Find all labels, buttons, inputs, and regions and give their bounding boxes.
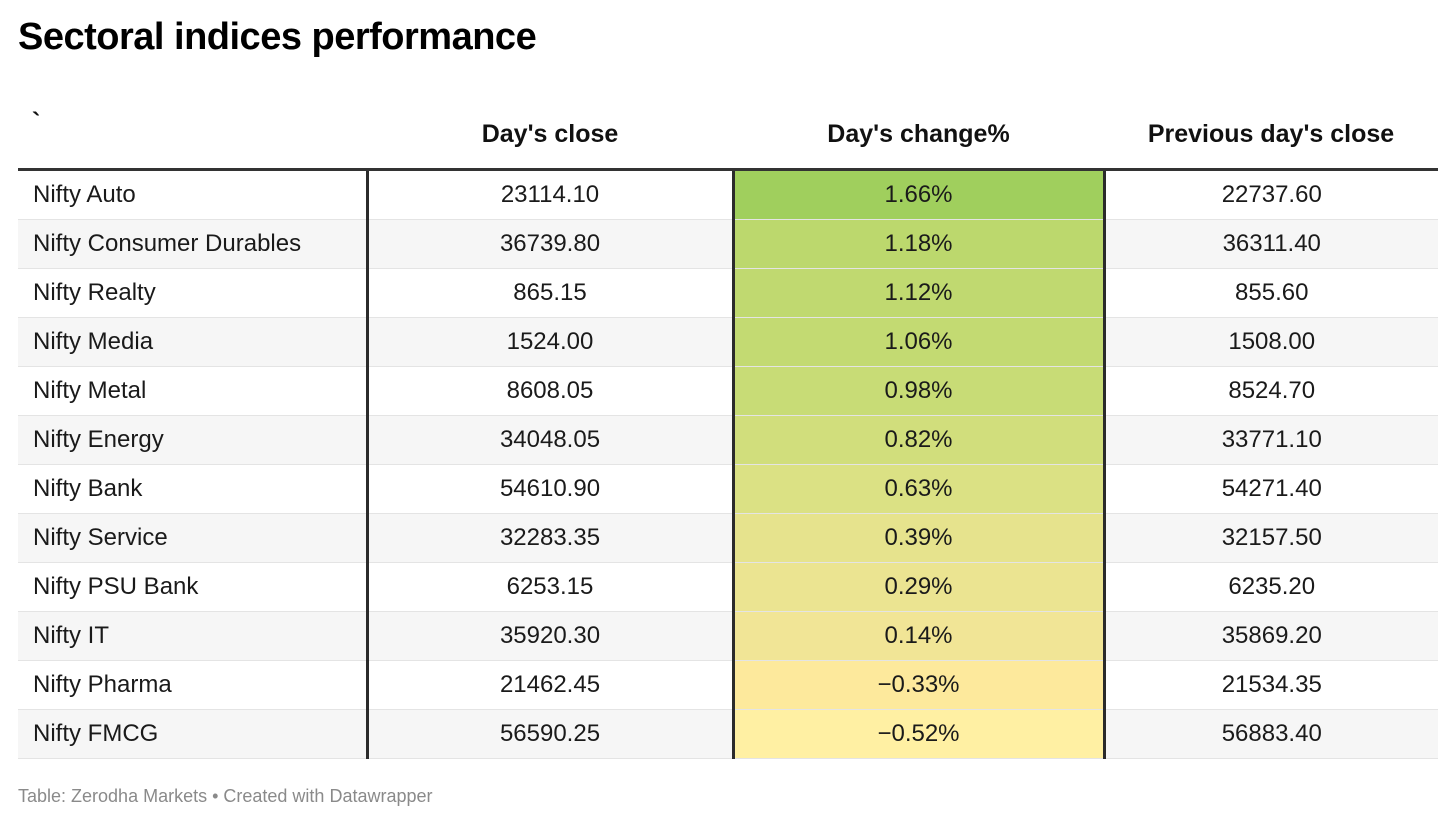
sector-name-cell: Nifty IT bbox=[18, 611, 369, 661]
sector-name-cell: Nifty Realty bbox=[18, 268, 369, 318]
page-title: Sectoral indices performance bbox=[18, 16, 537, 58]
days-close-cell: 8608.05 bbox=[367, 366, 735, 416]
days-close-cell: 32283.35 bbox=[367, 513, 735, 563]
header-row: ` Day's close Day's change% Previous day… bbox=[18, 100, 1438, 171]
sector-table-container: ` Day's close Day's change% Previous day… bbox=[18, 100, 1438, 759]
table-row: Nifty Pharma 21462.45 −0.33% 21534.35 bbox=[18, 660, 1438, 710]
days-close-cell: 23114.10 bbox=[367, 169, 735, 220]
previous-close-cell: 54271.40 bbox=[1104, 464, 1438, 514]
previous-close-cell: 35869.20 bbox=[1104, 611, 1438, 661]
days-change-cell: −0.33% bbox=[733, 660, 1106, 710]
previous-close-cell: 32157.50 bbox=[1104, 513, 1438, 563]
previous-close-cell: 33771.10 bbox=[1104, 415, 1438, 465]
previous-close-cell: 21534.35 bbox=[1104, 660, 1438, 710]
table-row: Nifty Realty 865.15 1.12% 855.60 bbox=[18, 268, 1438, 318]
header-name[interactable]: ` bbox=[18, 100, 367, 171]
days-close-cell: 35920.30 bbox=[367, 611, 735, 661]
previous-close-cell: 36311.40 bbox=[1104, 219, 1438, 269]
sector-name-cell: Nifty Pharma bbox=[18, 660, 369, 710]
sector-name-cell: Nifty PSU Bank bbox=[18, 562, 369, 612]
sector-name-cell: Nifty Service bbox=[18, 513, 369, 563]
source-footer: Table: Zerodha Markets • Created with Da… bbox=[18, 786, 433, 806]
header-previous-close[interactable]: Previous day's close bbox=[1104, 100, 1438, 171]
sector-name-cell: Nifty Auto bbox=[18, 169, 369, 220]
previous-close-cell: 1508.00 bbox=[1104, 317, 1438, 367]
days-close-cell: 56590.25 bbox=[367, 709, 735, 759]
previous-close-cell: 8524.70 bbox=[1104, 366, 1438, 416]
table-row: Nifty Consumer Durables 36739.80 1.18% 3631… bbox=[18, 219, 1438, 269]
sector-name-cell: Nifty Metal bbox=[18, 366, 369, 416]
sector-table: ` Day's close Day's change% Previous day… bbox=[18, 100, 1438, 759]
sector-name-cell: Nifty Bank bbox=[18, 464, 369, 514]
days-close-cell: 54610.90 bbox=[367, 464, 735, 514]
days-change-cell: 1.66% bbox=[733, 169, 1106, 220]
header-days-close[interactable]: Day's close bbox=[367, 100, 733, 171]
sector-name-cell: Nifty Media bbox=[18, 317, 369, 367]
days-close-cell: 36739.80 bbox=[367, 219, 735, 269]
sector-name-cell: Nifty FMCG bbox=[18, 709, 369, 759]
header-days-change[interactable]: Day's change% bbox=[733, 100, 1104, 171]
days-change-cell: −0.52% bbox=[733, 709, 1106, 759]
table-header: ` Day's close Day's change% Previous day… bbox=[18, 100, 1438, 171]
previous-close-cell: 855.60 bbox=[1104, 268, 1438, 318]
days-close-cell: 34048.05 bbox=[367, 415, 735, 465]
days-change-cell: 0.29% bbox=[733, 562, 1106, 612]
days-change-cell: 1.18% bbox=[733, 219, 1106, 269]
previous-close-cell: 22737.60 bbox=[1104, 169, 1438, 220]
days-change-cell: 0.63% bbox=[733, 464, 1106, 514]
table-row: Nifty Auto 23114.10 1.66% 22737.60 bbox=[18, 169, 1438, 220]
days-change-cell: 0.82% bbox=[733, 415, 1106, 465]
table-row: Nifty Energy 34048.05 0.82% 33771.10 bbox=[18, 415, 1438, 465]
days-close-cell: 21462.45 bbox=[367, 660, 735, 710]
days-change-cell: 0.98% bbox=[733, 366, 1106, 416]
table-row: Nifty Media 1524.00 1.06% 1508.00 bbox=[18, 317, 1438, 367]
table-row: Nifty Metal 8608.05 0.98% 8524.70 bbox=[18, 366, 1438, 416]
days-close-cell: 6253.15 bbox=[367, 562, 735, 612]
days-change-cell: 0.14% bbox=[733, 611, 1106, 661]
table-row: Nifty IT 35920.30 0.14% 35869.20 bbox=[18, 611, 1438, 661]
sector-name-cell: Nifty Energy bbox=[18, 415, 369, 465]
table-row: Nifty Service 32283.35 0.39% 32157.50 bbox=[18, 513, 1438, 563]
table-body: Nifty Auto 23114.10 1.66% 22737.60 Nifty Con… bbox=[18, 169, 1438, 759]
days-change-cell: 1.12% bbox=[733, 268, 1106, 318]
table-row: Nifty FMCG 56590.25 −0.52% 56883.40 bbox=[18, 709, 1438, 759]
previous-close-cell: 56883.40 bbox=[1104, 709, 1438, 759]
days-close-cell: 1524.00 bbox=[367, 317, 735, 367]
previous-close-cell: 6235.20 bbox=[1104, 562, 1438, 612]
days-change-cell: 1.06% bbox=[733, 317, 1106, 367]
table-row: Nifty PSU Bank 6253.15 0.29% 6235.20 bbox=[18, 562, 1438, 612]
days-close-cell: 865.15 bbox=[367, 268, 735, 318]
sector-name-cell: Nifty Consumer Durables bbox=[18, 219, 369, 269]
table-row: Nifty Bank 54610.90 0.63% 54271.40 bbox=[18, 464, 1438, 514]
days-change-cell: 0.39% bbox=[733, 513, 1106, 563]
